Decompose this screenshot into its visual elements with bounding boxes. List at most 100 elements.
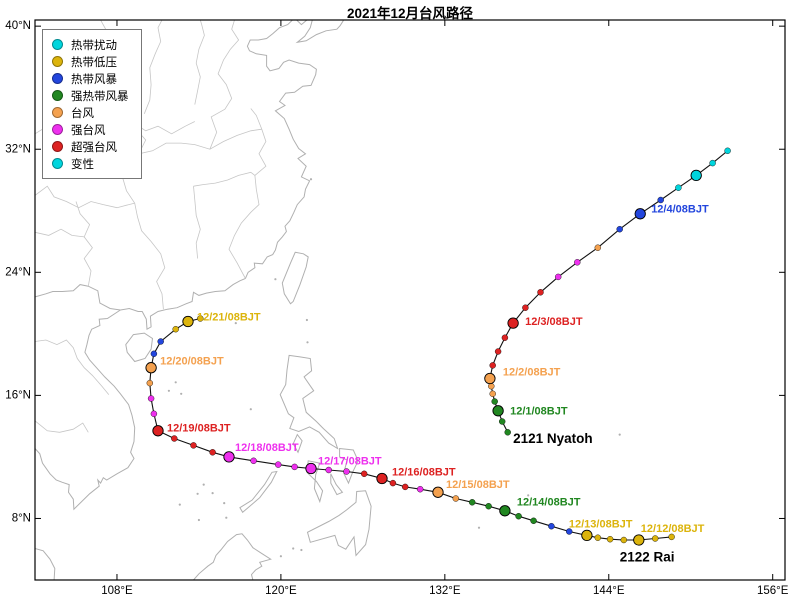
track-point (499, 418, 506, 425)
track-point (494, 348, 502, 355)
legend-label-ex: 变性 (71, 158, 94, 171)
island-coastline-path (125, 332, 154, 363)
island-coastline-path (292, 433, 303, 454)
track-point (616, 225, 623, 233)
small-island-speck (306, 341, 309, 344)
island-coastline-path (330, 473, 344, 496)
island-coastline-path (339, 447, 359, 485)
track-point (190, 442, 197, 449)
track-point-daily (432, 486, 444, 498)
track-point-daily (376, 472, 388, 485)
island-coastline-path (306, 490, 372, 557)
track-point (594, 244, 601, 251)
storm-name-label: 2121 Nyatoh (513, 431, 593, 446)
track-point (402, 483, 409, 491)
track-point (657, 196, 664, 204)
track-point-daily (634, 208, 646, 220)
small-island-speck (202, 483, 205, 486)
track-point-daily (492, 405, 504, 417)
track-point (197, 315, 204, 322)
legend: 热带扰动热带低压热带风暴强热带风暴台风强台风 超强台风变性 (42, 29, 142, 179)
track-point (452, 495, 459, 502)
track-date-label: 12/14/08BJT (517, 497, 581, 509)
legend-label-td: 热带低压 (71, 56, 117, 69)
coastline-path (193, 533, 272, 580)
legend-label-sty: 强台风 (71, 124, 106, 137)
y-tick-label: 8°N (12, 512, 31, 524)
x-tick-label: 108°E (101, 585, 133, 597)
track-date-label: 12/16/08BJT (392, 466, 456, 478)
track-point (291, 463, 298, 471)
track-point (491, 398, 498, 405)
track-point (171, 435, 178, 442)
legend-label-ts: 热带风暴 (71, 73, 117, 86)
y-tick-label: 40°N (5, 20, 31, 32)
island-coastline-path (239, 470, 278, 514)
track-point (594, 534, 601, 541)
coastline-path (295, 20, 345, 44)
province-border-path (35, 420, 89, 433)
legend-label-disturbance: 热带扰动 (71, 39, 117, 52)
legend-item-disturbance: 热带扰动 (52, 36, 129, 53)
track-point (157, 338, 164, 345)
legend-item-sty: 强台风 (52, 121, 129, 138)
track-point (606, 536, 614, 543)
track-point-daily (484, 372, 496, 385)
track-point (555, 273, 562, 281)
track-point (147, 395, 155, 402)
track-point-daily (145, 362, 157, 374)
track-point (325, 466, 332, 474)
small-island-speck (309, 178, 313, 181)
legend-marker-ty-icon (52, 107, 63, 118)
small-island-speck (527, 494, 530, 497)
chart-title: 2021年12月台风路径 (346, 6, 474, 21)
track-point (343, 468, 350, 475)
track-date-label: 12/17/08BJT (318, 455, 382, 467)
legend-marker-sts-icon (52, 90, 63, 101)
track-point (522, 304, 529, 311)
track-point (574, 259, 581, 266)
track-point (389, 479, 397, 487)
track-point (652, 535, 659, 542)
legend-label-ty: 台风 (71, 107, 94, 120)
small-island-speck (180, 392, 183, 395)
legend-item-ts: 热带风暴 (52, 70, 129, 87)
track-line-nyatoh (489, 150, 728, 433)
small-island-speck (249, 408, 252, 411)
track-date-label: 12/4/08BJT (651, 204, 709, 216)
track-point-daily (581, 529, 593, 542)
legend-marker-ts-icon (52, 73, 63, 84)
y-tick-label: 24°N (5, 266, 31, 278)
province-border-path (138, 128, 262, 155)
track-point (489, 362, 496, 369)
legend-item-sts: 强热带风暴 (52, 87, 129, 104)
legend-item-superty: 超强台风 (52, 138, 129, 155)
province-border-path (193, 186, 201, 259)
track-point (530, 517, 537, 524)
x-tick-label: 132°E (429, 585, 461, 597)
track-point-daily (305, 462, 317, 475)
track-point (675, 184, 682, 191)
small-island-speck (197, 518, 200, 522)
track-point (709, 159, 716, 167)
track-point-daily (507, 317, 519, 329)
small-island-speck (305, 318, 308, 322)
island-coastline-path (279, 354, 339, 450)
track-point (515, 513, 522, 520)
track-point (620, 536, 627, 544)
track-date-label: 12/12/08BJT (641, 523, 705, 535)
small-island-speck (300, 548, 303, 552)
track-date-label: 12/18/08BJT (235, 442, 299, 454)
island-coastline-path (281, 251, 309, 305)
x-tick-label: 156°E (757, 585, 789, 597)
small-island-speck (196, 492, 199, 495)
track-point (417, 486, 424, 493)
coastline-path (35, 284, 121, 311)
legend-item-ex: 变性 (52, 155, 129, 172)
track-point (250, 457, 257, 464)
legend-label-sts: 强热带风暴 (71, 90, 129, 103)
y-tick-label: 32°N (5, 143, 31, 155)
track-point (668, 533, 675, 541)
